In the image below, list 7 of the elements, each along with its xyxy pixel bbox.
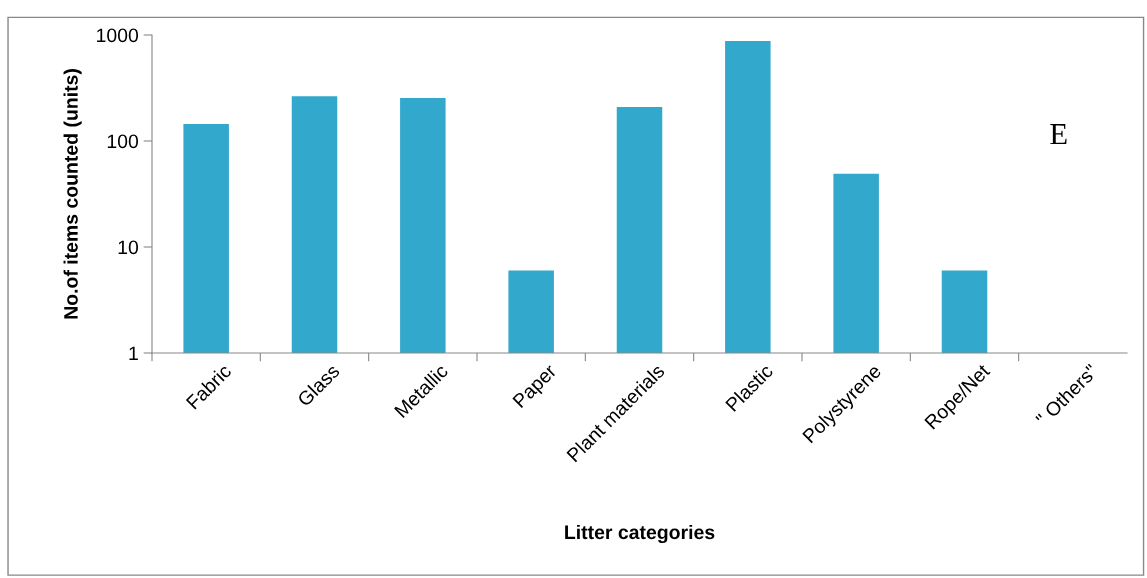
y-axis-title: No.of items counted (units) [63, 69, 82, 319]
y-tick-label: 1000 [97, 28, 139, 43]
y-tick-label: 100 [107, 134, 139, 149]
x-axis-title: Litter categories [565, 524, 715, 544]
y-tick-label: 10 [118, 240, 139, 255]
annotation: E [1050, 124, 1067, 145]
y-tick-label: 1 [129, 346, 138, 361]
